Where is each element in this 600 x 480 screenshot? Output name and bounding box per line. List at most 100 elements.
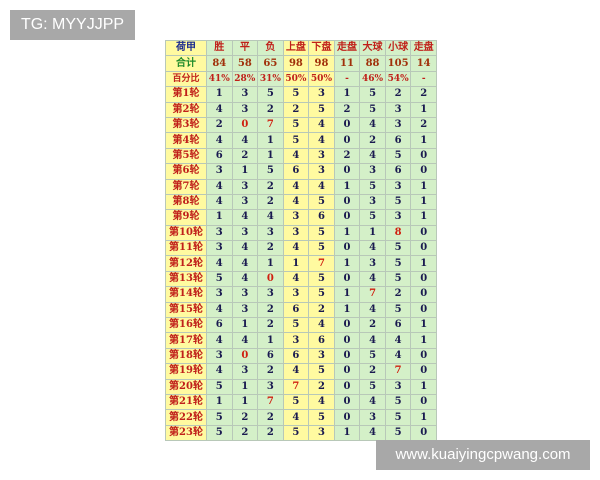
table-cell: 3 [282, 286, 310, 303]
table-cell: 98 [308, 55, 335, 72]
table-cell: 5 [384, 240, 412, 257]
row-label: 第23轮 [165, 424, 207, 442]
table-cell: 3 [359, 163, 386, 180]
table-cell: 1 [410, 193, 437, 211]
table-cell: 0 [333, 378, 361, 395]
table-cell: 2 [359, 132, 386, 149]
table-cell: 6 [206, 147, 233, 165]
table-cell: 3 [257, 286, 284, 303]
table-cell: 5 [308, 409, 335, 426]
table-cell: 2 [359, 317, 386, 334]
row-label: 第14轮 [165, 286, 207, 303]
table-cell: 5 [308, 224, 335, 242]
row-label: 百分比 [165, 70, 207, 88]
table-cell: 6 [384, 163, 412, 180]
table-cell: 0 [410, 301, 437, 319]
table-cell: 6 [282, 301, 310, 319]
table-row: 第16轮 6 1 2 5 4 0 2 6 1 [165, 317, 437, 334]
table-cell: 2 [206, 116, 233, 134]
table-cell: 5 [384, 270, 412, 288]
table-cell: 7 [308, 255, 335, 272]
table-cell: 4 [308, 132, 335, 149]
table-cell: 5 [308, 270, 335, 288]
table-cell: 41% [206, 70, 233, 88]
table-cell: 4 [231, 132, 259, 149]
table-cell: 3 [308, 424, 335, 442]
table-cell: 5 [384, 255, 412, 272]
table-cell: 1 [206, 393, 233, 411]
table-row: 第4轮 4 4 1 5 4 0 2 6 1 [165, 132, 437, 149]
table-row: 第22轮 5 2 2 4 5 0 3 5 1 [165, 409, 437, 426]
table-cell: 2 [231, 409, 259, 426]
table-cell: 5 [384, 193, 412, 211]
table-cell: 4 [206, 101, 233, 118]
row-label: 合计 [165, 55, 207, 72]
table-cell: 3 [359, 193, 386, 211]
table-cell: 88 [359, 55, 386, 72]
table-cell: 平 [231, 39, 259, 57]
table-cell: 大球 [359, 39, 386, 57]
table-cell: 5 [359, 378, 386, 395]
table-cell: 4 [231, 255, 259, 272]
table-cell: 5 [308, 286, 335, 303]
table-cell: 小球 [384, 39, 412, 57]
table-cell: 3 [384, 209, 412, 226]
table-row: 第3轮 2 0 7 5 4 0 4 3 2 [165, 116, 437, 134]
table-cell: 50% [282, 70, 310, 88]
table-cell: 1 [257, 147, 284, 165]
table-cell: 1 [410, 132, 437, 149]
table-cell: 1 [333, 86, 361, 103]
row-label: 第5轮 [165, 147, 207, 165]
table-row: 第2轮 4 3 2 2 5 2 5 3 1 [165, 101, 437, 118]
table-cell: 4 [282, 178, 310, 195]
table-cell: 54% [384, 70, 412, 88]
table-cell: 3 [231, 286, 259, 303]
table-cell: 3 [308, 86, 335, 103]
table-cell: 84 [206, 55, 233, 72]
table-cell: 7 [359, 286, 386, 303]
row-label: 第22轮 [165, 409, 207, 426]
table-row: 第19轮 4 3 2 4 5 0 2 7 0 [165, 363, 437, 380]
table-cell: 3 [231, 363, 259, 380]
table-cell: 5 [384, 393, 412, 411]
table-cell: 5 [282, 86, 310, 103]
table-cell: 4 [359, 301, 386, 319]
row-label: 第8轮 [165, 193, 207, 211]
table-cell: 5 [308, 240, 335, 257]
table-cell: 3 [384, 178, 412, 195]
table-cell: 4 [359, 270, 386, 288]
table-cell: 4 [206, 132, 233, 149]
table-cell: 1 [410, 378, 437, 395]
row-label: 第15轮 [165, 301, 207, 319]
table-cell: 0 [410, 270, 437, 288]
table-cell: 0 [333, 270, 361, 288]
table-cell: 3 [231, 101, 259, 118]
table-cell: 1 [410, 178, 437, 195]
table-row: 第15轮 4 3 2 6 2 1 4 5 0 [165, 301, 437, 319]
table-cell: 4 [359, 424, 386, 442]
table-cell: 0 [410, 224, 437, 242]
table-cell: 3 [384, 116, 412, 134]
table-cell: 1 [206, 209, 233, 226]
table-cell: 1 [282, 255, 310, 272]
table-cell: 7 [257, 393, 284, 411]
table-cell: 2 [257, 240, 284, 257]
table-row: 第13轮 5 4 0 4 5 0 4 5 0 [165, 270, 437, 288]
table-cell: 1 [410, 317, 437, 334]
table-cell: 0 [333, 347, 361, 365]
table-cell: 1 [410, 101, 437, 118]
table-cell: 4 [206, 301, 233, 319]
table-cell: 0 [410, 363, 437, 380]
table-cell: 3 [359, 409, 386, 426]
table-cell: 2 [410, 116, 437, 134]
table-cell: 5 [359, 347, 386, 365]
table-cell: 5 [282, 132, 310, 149]
table-row: 第7轮 4 3 2 4 4 1 5 3 1 [165, 178, 437, 195]
table-cell: 2 [308, 301, 335, 319]
row-label: 第2轮 [165, 101, 207, 118]
table-cell: 3 [206, 347, 233, 365]
table-cell: 6 [282, 163, 310, 180]
row-label: 第9轮 [165, 209, 207, 226]
table-cell: 98 [282, 55, 310, 72]
table-cell: 2 [282, 101, 310, 118]
